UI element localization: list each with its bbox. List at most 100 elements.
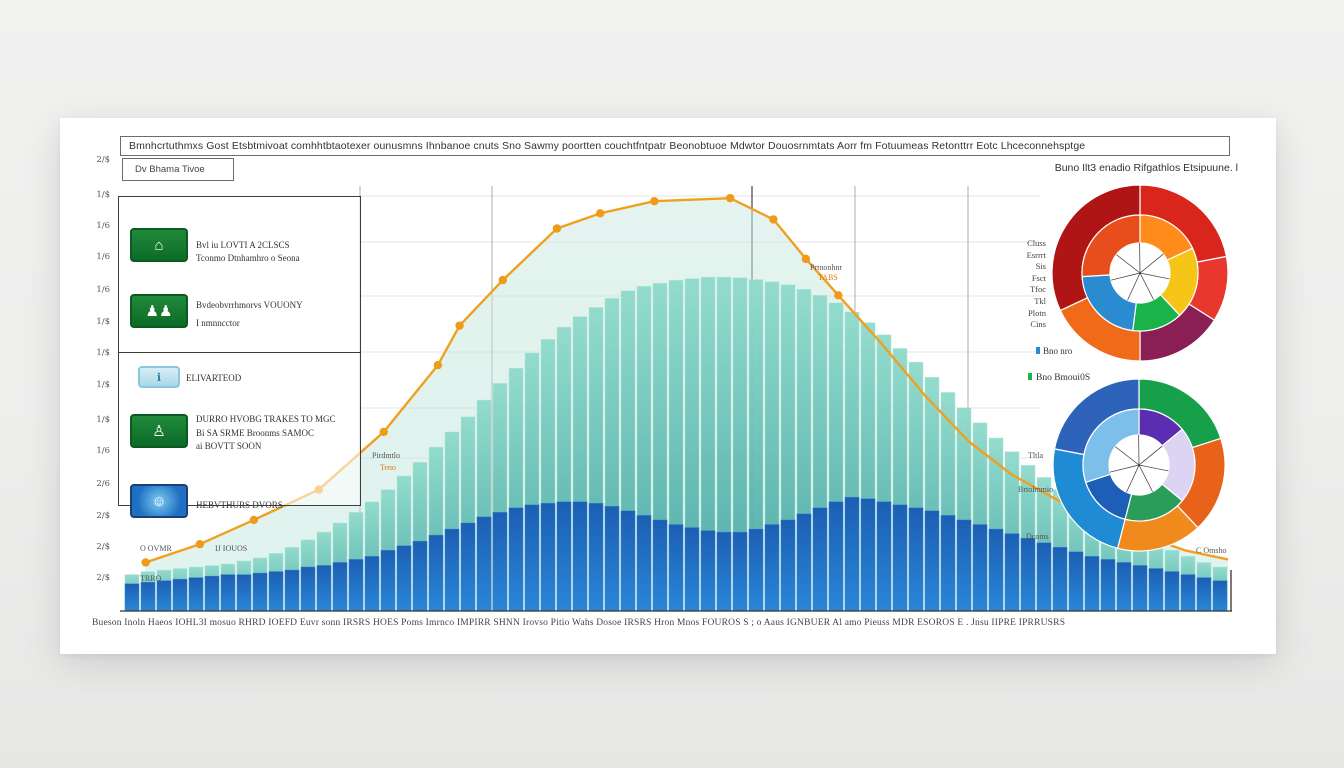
trend-point bbox=[834, 291, 843, 300]
bar-blue bbox=[924, 510, 940, 612]
globe-icon: ☺ bbox=[130, 484, 188, 518]
bar-blue bbox=[588, 503, 604, 612]
bar-blue bbox=[812, 507, 828, 612]
bar-blue bbox=[348, 559, 364, 612]
bar-blue bbox=[1084, 556, 1100, 612]
bar-blue bbox=[828, 501, 844, 612]
trend-point bbox=[552, 224, 562, 233]
bar-blue bbox=[380, 550, 396, 612]
y-tick-label: 1/$ bbox=[96, 380, 110, 390]
legend-label: DURRO HVOBG TRAKES TO MGC bbox=[196, 414, 336, 424]
bar-blue bbox=[1004, 533, 1020, 612]
trend-point bbox=[141, 558, 150, 567]
bar-blue bbox=[844, 496, 860, 612]
bar-blue bbox=[940, 515, 956, 612]
pie-label: Tkl bbox=[1034, 296, 1046, 306]
bar-blue bbox=[556, 501, 572, 612]
pie-label: Plotn bbox=[1028, 308, 1046, 318]
bar-blue bbox=[748, 528, 764, 612]
pie-spoke bbox=[1109, 464, 1140, 473]
legend-sublabel: I nmnncctor bbox=[196, 318, 240, 328]
pie-chart-top bbox=[1051, 184, 1229, 362]
legend-sublabel: Bi SA SRME Broonms SAMOC bbox=[196, 428, 315, 438]
bar-blue bbox=[1100, 559, 1116, 612]
bar-blue bbox=[396, 545, 412, 612]
bar-blue bbox=[620, 510, 636, 612]
pie-label: Fsct bbox=[1031, 273, 1046, 283]
pie-spoke bbox=[1139, 272, 1170, 280]
bar-blue bbox=[508, 507, 524, 612]
legend-sublabel: ai BOVTT SOON bbox=[196, 441, 262, 451]
annotation: Prtnonhnr bbox=[810, 263, 842, 272]
bar-blue bbox=[780, 519, 796, 612]
bar-blue bbox=[364, 556, 380, 612]
people-icon: ♟♟ bbox=[130, 294, 188, 328]
info-icon: ℹ bbox=[138, 366, 180, 388]
legend-label: ELIVARTEOD bbox=[186, 373, 242, 383]
bar-blue bbox=[268, 571, 284, 612]
pie-spoke bbox=[1139, 272, 1154, 300]
bar-blue bbox=[908, 507, 924, 612]
bar-blue bbox=[1132, 565, 1148, 612]
pie2-legend-label: Bno Bmoui0S bbox=[1036, 373, 1091, 383]
bar-blue bbox=[524, 504, 540, 612]
bar-blue bbox=[764, 524, 780, 612]
pie-chart-bottom bbox=[1052, 378, 1226, 552]
y-tick-label: 2/$ bbox=[96, 511, 110, 521]
y-tick-label: 1/6 bbox=[96, 221, 110, 231]
annotation: Pirdmtlo bbox=[372, 451, 401, 460]
y-tick-label: 2/$ bbox=[96, 573, 110, 583]
y-tick-label: 1/6 bbox=[96, 285, 110, 295]
bar-blue bbox=[972, 524, 988, 612]
bar-blue bbox=[1116, 562, 1132, 612]
bar-blue bbox=[1068, 551, 1084, 612]
y-tick-label: 2/$ bbox=[96, 542, 110, 552]
legend-swatch bbox=[1036, 347, 1040, 354]
house-icon: ⌂ bbox=[130, 228, 188, 262]
trend-point bbox=[801, 254, 811, 264]
bar-blue bbox=[860, 498, 876, 612]
bar-blue bbox=[156, 580, 172, 612]
bar-blue bbox=[636, 515, 652, 612]
bar-blue bbox=[300, 566, 316, 612]
legend-label: Bvl iu LOVTI A 2CLSCS bbox=[196, 240, 290, 250]
trend-point bbox=[455, 321, 464, 330]
y-tick-label: 1/6 bbox=[96, 446, 110, 456]
bar-blue bbox=[1212, 580, 1228, 612]
bar-blue bbox=[412, 540, 428, 612]
y-tick-label: 1/$ bbox=[96, 415, 110, 425]
bar-blue bbox=[140, 581, 156, 612]
bar-blue bbox=[1196, 577, 1212, 612]
trend-point bbox=[433, 360, 443, 370]
pie-label: Cins bbox=[1030, 319, 1046, 329]
bar-blue bbox=[1164, 571, 1180, 612]
bar-blue bbox=[684, 527, 700, 612]
bar-blue bbox=[988, 528, 1004, 612]
pie-label: Tfoc bbox=[1029, 284, 1046, 294]
y-tick-label: 2/6 bbox=[96, 479, 110, 489]
bar-blue bbox=[444, 528, 460, 612]
bar-blue bbox=[204, 575, 220, 612]
y-tick-label: 1/$ bbox=[96, 348, 110, 358]
bar-blue bbox=[604, 506, 620, 612]
trend-point bbox=[596, 209, 605, 218]
pie1-legend: Bno nro bbox=[1036, 346, 1072, 356]
bar-blue bbox=[492, 512, 508, 612]
bar-blue bbox=[1020, 537, 1036, 612]
y-tick-label: 1/6 bbox=[96, 252, 110, 262]
pie-spoke bbox=[1127, 272, 1141, 301]
pie-spoke bbox=[1138, 445, 1163, 466]
pie-spoke bbox=[1139, 253, 1164, 274]
bar-blue bbox=[332, 562, 348, 612]
trend-point bbox=[195, 540, 204, 549]
pie-label: Esrrrt bbox=[1026, 250, 1046, 260]
bar-blue bbox=[1036, 542, 1052, 612]
y-tick-label: 2/$ bbox=[96, 155, 110, 165]
legend-sublabel: Tconmo Dtnhamhro o Seona bbox=[196, 253, 300, 263]
bar-blue bbox=[236, 574, 252, 612]
bar-blue bbox=[716, 531, 732, 612]
annotation: TABS bbox=[818, 273, 838, 282]
pies-title: Buno Ilt3 enadio Rifgathlos Etsipuune. l bbox=[1054, 162, 1238, 174]
legend-label: HEBVTHURS DVORS bbox=[196, 500, 283, 510]
annotation: Tltla bbox=[1028, 451, 1044, 460]
